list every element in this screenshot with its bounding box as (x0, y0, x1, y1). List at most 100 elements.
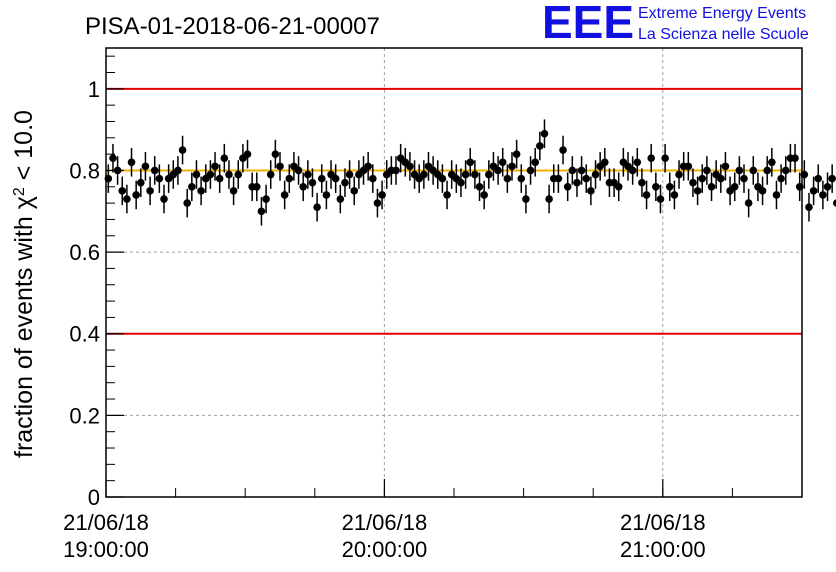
x-tick-label-time: 19:00:00 (63, 537, 149, 562)
data-point (563, 182, 572, 191)
data-point (647, 154, 655, 163)
y-tick-label: 0 (88, 485, 100, 510)
data-point (587, 187, 595, 195)
data-point (823, 182, 832, 191)
data-point (545, 195, 553, 203)
data-point (568, 166, 577, 175)
data-point (559, 146, 567, 154)
data-point (369, 174, 377, 183)
data-point (285, 174, 294, 183)
data-point (466, 158, 475, 167)
data-point (229, 187, 238, 195)
data-point (582, 174, 591, 183)
data-point (781, 166, 790, 175)
data-point (828, 174, 836, 183)
data-point (174, 166, 182, 175)
data-point (503, 174, 512, 183)
data-point (373, 199, 382, 207)
data-point (656, 195, 665, 203)
data-point (758, 187, 767, 195)
data-point (276, 162, 284, 171)
data-point (512, 150, 521, 158)
data-point (350, 187, 359, 195)
data-point (689, 178, 697, 187)
x-tick-label-time: 21:00:00 (620, 537, 706, 562)
logo-line-2: La Scienza nelle Scuole (638, 26, 809, 43)
data-point (707, 182, 716, 191)
data-point (744, 199, 753, 207)
data-point (526, 166, 535, 175)
data-point (638, 178, 646, 187)
data-point (308, 178, 317, 187)
data-point (420, 170, 428, 179)
data-point (378, 191, 386, 199)
data-point (642, 191, 651, 199)
data-point (127, 158, 136, 167)
data-point (364, 162, 372, 171)
data-point (243, 150, 252, 158)
logo-mark: EEE (542, 0, 634, 48)
logo-line-1: Extreme Energy Events (638, 5, 806, 22)
data-point (814, 174, 823, 183)
data-point (730, 182, 739, 191)
data-point (317, 174, 326, 183)
data-point (763, 166, 771, 175)
data-point (331, 174, 340, 183)
data-point (137, 178, 145, 187)
data-point (266, 170, 275, 179)
data-point (577, 166, 586, 175)
data-point (299, 182, 308, 191)
data-point (215, 174, 224, 183)
data-point (494, 166, 502, 175)
data-point (475, 182, 484, 191)
data-point (392, 166, 400, 175)
data-point (652, 182, 660, 191)
data-point (717, 174, 725, 183)
data-point (522, 195, 530, 203)
y-tick-label: 0.8 (69, 158, 100, 183)
data-point (457, 178, 465, 187)
data-point (833, 199, 836, 207)
data-point (614, 182, 623, 191)
data-point (693, 187, 702, 195)
data-point (141, 162, 150, 171)
data-point (150, 166, 159, 175)
data-point (294, 166, 303, 175)
data-point (772, 191, 781, 199)
chart-title: PISA-01-2018-06-21-00007 (85, 13, 380, 40)
data-point (721, 162, 730, 171)
data-point (132, 191, 140, 199)
data-point (345, 170, 354, 179)
data-point (406, 162, 414, 171)
data-point (573, 178, 581, 187)
data-point (438, 174, 447, 183)
data-point (304, 170, 312, 179)
data-point (183, 199, 191, 207)
x-tick-label-date: 21/06/18 (620, 510, 706, 535)
data-point (675, 170, 683, 179)
y-tick-label: 1 (88, 77, 100, 102)
data-point (768, 158, 776, 167)
data-point (146, 187, 154, 195)
data-point (749, 166, 758, 175)
data-point (118, 187, 127, 195)
data-point (777, 174, 785, 183)
data-point (665, 182, 674, 191)
data-point (498, 158, 507, 167)
y-tick-label: 0.6 (69, 240, 100, 265)
data-point (443, 191, 451, 199)
reference-lines (106, 87, 802, 335)
data-point (531, 158, 539, 167)
data-point (536, 142, 544, 150)
y-tick-label: 0.2 (69, 403, 100, 428)
data-point (160, 195, 168, 203)
eee-logo: EEE Extreme Energy Events La Scienza nel… (542, 0, 809, 48)
data-point (661, 154, 669, 163)
data-point (341, 178, 349, 187)
data-point (809, 187, 818, 195)
data-point (109, 154, 117, 163)
data-point (178, 146, 187, 154)
data-point (805, 203, 813, 211)
axes: 00.20.40.60.8121/06/1819:00:0021/06/1820… (63, 55, 803, 562)
